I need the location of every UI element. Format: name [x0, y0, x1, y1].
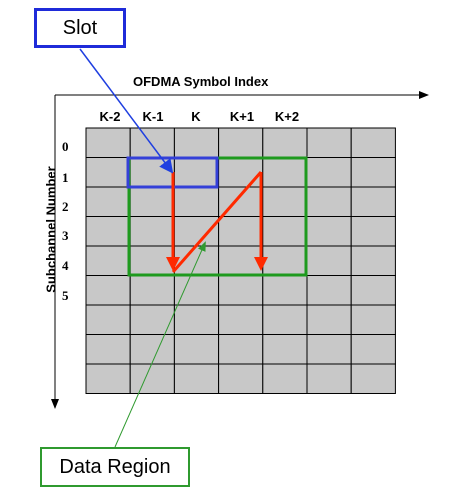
x-axis-title: OFDMA Symbol Index [133, 74, 269, 89]
slot-callout-arrow [79, 48, 174, 174]
grid-cell [350, 245, 396, 276]
grid-cell [306, 216, 352, 247]
grid-cell [306, 275, 352, 306]
row-label: 1 [62, 170, 69, 185]
grid-cell [306, 157, 352, 188]
grid-cell [306, 304, 352, 335]
y-axis-title: Subchannel Number [43, 166, 59, 293]
row-label: 3 [62, 228, 69, 243]
grid-cell [306, 127, 352, 158]
column-label: K+1 [229, 109, 255, 124]
grid-cell [85, 275, 131, 306]
grid-cell [129, 127, 175, 158]
grid-cell [85, 334, 131, 365]
grid-cell [218, 157, 264, 188]
grid-cell [129, 157, 175, 188]
grid-cell [173, 216, 220, 247]
grid-cell [306, 363, 352, 394]
grid-cell [129, 245, 175, 276]
grid-cell [262, 334, 308, 365]
grid-cell [129, 275, 175, 306]
grid-cell [218, 127, 264, 158]
grid-cell [350, 334, 396, 365]
row-label: 5 [62, 288, 69, 303]
column-label: K-2 [99, 109, 121, 124]
grid-cell [173, 304, 220, 335]
grid-cell [173, 363, 220, 394]
grid-cell [350, 216, 396, 247]
grid-cell [262, 186, 308, 217]
grid-cell [350, 186, 396, 217]
grid-cell [218, 275, 264, 306]
grid-cell [85, 216, 131, 247]
slot-label: Slot [62, 16, 98, 39]
grid-cell [218, 334, 264, 365]
grid-cell [129, 216, 175, 247]
grid-cell [129, 334, 175, 365]
grid-cell [306, 334, 352, 365]
grid-cell [218, 363, 264, 394]
row-label: 2 [62, 199, 69, 214]
grid-cell [262, 304, 308, 335]
grid-cell [173, 127, 220, 158]
column-label: K-1 [142, 109, 164, 124]
grid-cell [218, 304, 264, 335]
row-label: 4 [62, 258, 69, 273]
grid-cell [306, 245, 352, 276]
row-label: 0 [62, 139, 69, 154]
slot-grid [85, 127, 396, 394]
grid-cell [218, 216, 264, 247]
grid-cell [85, 186, 131, 217]
data-region-label: Data Region [59, 455, 171, 478]
grid-cell [85, 157, 131, 188]
grid-cell [350, 127, 396, 158]
grid-cell [262, 127, 308, 158]
grid-cell [350, 304, 396, 335]
grid-cell [350, 157, 396, 188]
data-region-label-box: Data Region [40, 447, 190, 487]
path-diagonal [171, 171, 263, 273]
grid-cell [262, 157, 308, 188]
grid-cell [218, 245, 264, 276]
grid-cell [262, 216, 308, 247]
grid-cell [85, 127, 131, 158]
grid-cell [350, 363, 396, 394]
data-region-callout-arrow [114, 241, 206, 448]
grid-cell [85, 363, 131, 394]
grid-cell [350, 275, 396, 306]
column-label: K [191, 109, 201, 124]
grid-cell [173, 334, 220, 365]
grid-cell [173, 275, 220, 306]
grid-cell [129, 186, 175, 217]
grid-cell [306, 186, 352, 217]
grid-cell [85, 245, 131, 276]
grid-cell [85, 304, 131, 335]
grid-cell [173, 157, 220, 188]
grid-cell [262, 245, 308, 276]
grid-cell [129, 363, 175, 394]
grid-cell [262, 275, 308, 306]
grid-cell [173, 186, 220, 217]
column-label: K+2 [274, 109, 300, 124]
grid-cell [262, 363, 308, 394]
grid-cell [129, 304, 175, 335]
slot-label-box: Slot [34, 8, 126, 48]
